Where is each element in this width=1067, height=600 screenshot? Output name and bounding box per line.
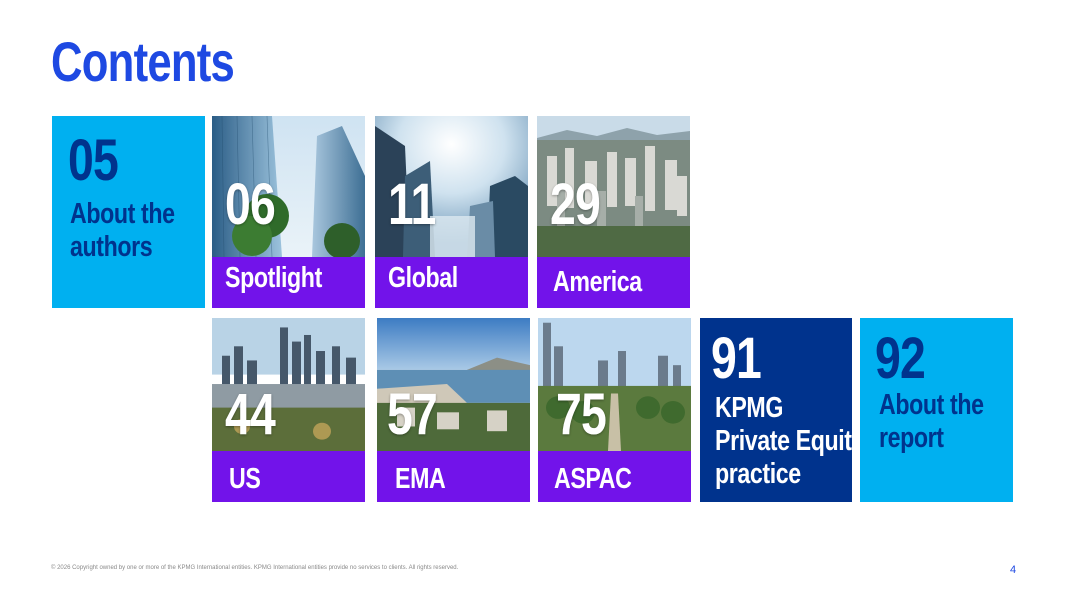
tile-label: Spotlight xyxy=(225,262,322,294)
misty-towers-photo xyxy=(375,116,528,257)
tile-number: 29 xyxy=(550,172,601,237)
tile-label: US xyxy=(229,463,261,495)
tile-about-report[interactable]: 92 About the report xyxy=(860,318,1013,502)
tile-label: ASPAC xyxy=(554,463,632,495)
tile-label-bar xyxy=(375,257,528,308)
tile-label-bar xyxy=(212,257,365,308)
tile-global[interactable]: 11 Global xyxy=(375,116,528,308)
tile-label: EMA xyxy=(395,463,446,495)
tile-label-bar xyxy=(538,451,691,502)
tile-kpmg-private-equity[interactable]: 91 KPMG Private Equity practice xyxy=(700,318,852,502)
tile-label-bar xyxy=(377,451,530,502)
tile-label-line: KPMG xyxy=(715,392,783,424)
tile-number: 06 xyxy=(225,172,276,237)
tile-label-line: About the xyxy=(879,389,984,421)
tile-about-authors[interactable]: 05 About the authors xyxy=(52,116,205,308)
chicago-skyline-photo xyxy=(212,318,365,451)
tile-number: 92 xyxy=(875,326,926,391)
tile-label: About the report xyxy=(879,389,984,455)
tile-label-line: report xyxy=(879,422,944,454)
tile-spotlight[interactable]: 06 Spotlight xyxy=(212,116,365,308)
skyscrapers-photo xyxy=(212,116,365,257)
tile-number: 91 xyxy=(711,326,762,391)
tile-aspac[interactable]: 75 ASPAC xyxy=(538,318,691,502)
tile-number: 05 xyxy=(68,128,119,193)
tile-label-line: Private Equity xyxy=(715,425,852,457)
tile-ema[interactable]: 57 EMA xyxy=(377,318,530,502)
tile-number: 11 xyxy=(388,172,436,237)
tile-number: 44 xyxy=(225,382,276,447)
tile-label-bar xyxy=(537,257,690,308)
page-number: 4 xyxy=(1010,564,1017,576)
copyright-footer: © 2026 Copyright owned by one or more of… xyxy=(51,565,459,571)
tile-us[interactable]: 44 US xyxy=(212,318,365,502)
tile-label: About the authors xyxy=(70,198,175,264)
tile-label-line: practice xyxy=(715,458,801,490)
tile-label: Global xyxy=(388,262,458,294)
tile-label-bar xyxy=(212,451,365,502)
tile-label: America xyxy=(553,266,642,298)
tile-number: 75 xyxy=(556,382,607,447)
harbour-city-photo xyxy=(377,318,530,451)
city-aerial-photo xyxy=(537,116,690,257)
tile-america[interactable]: 29 America xyxy=(537,116,690,308)
park-skyline-photo xyxy=(538,318,691,451)
tile-number: 57 xyxy=(387,382,438,447)
tile-label-line: About the xyxy=(70,198,175,230)
page-title: Contents xyxy=(51,30,235,93)
tile-label: KPMG Private Equity practice xyxy=(715,392,852,491)
tile-label-line: authors xyxy=(70,231,153,263)
